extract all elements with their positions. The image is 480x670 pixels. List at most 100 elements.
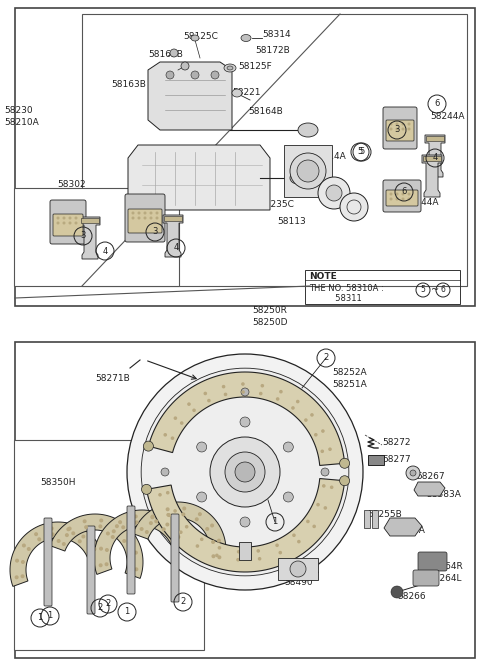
Circle shape — [129, 566, 132, 570]
Polygon shape — [164, 216, 182, 221]
Circle shape — [391, 586, 403, 598]
Circle shape — [165, 523, 169, 527]
Circle shape — [205, 527, 209, 531]
Text: 1: 1 — [272, 517, 277, 527]
Polygon shape — [414, 482, 445, 496]
Circle shape — [240, 417, 250, 427]
Circle shape — [62, 542, 66, 546]
Text: 58271B: 58271B — [95, 374, 130, 383]
Circle shape — [21, 560, 25, 564]
Circle shape — [396, 123, 398, 125]
Polygon shape — [422, 155, 442, 197]
Circle shape — [217, 555, 221, 559]
Text: 3: 3 — [394, 125, 400, 135]
Circle shape — [156, 212, 158, 214]
Circle shape — [304, 418, 308, 422]
Text: 4: 4 — [432, 153, 438, 163]
Text: 58264L: 58264L — [428, 574, 461, 583]
Circle shape — [68, 527, 72, 531]
Text: 2: 2 — [324, 354, 329, 362]
Circle shape — [389, 127, 393, 131]
Text: ~: ~ — [431, 285, 439, 295]
FancyBboxPatch shape — [53, 214, 83, 236]
Circle shape — [222, 385, 226, 389]
Circle shape — [171, 436, 174, 440]
Circle shape — [340, 458, 349, 468]
Bar — [364, 510, 370, 528]
Circle shape — [34, 532, 38, 536]
Circle shape — [297, 540, 300, 543]
Circle shape — [69, 216, 72, 220]
Text: 58272: 58272 — [382, 438, 410, 447]
Polygon shape — [133, 502, 226, 566]
Polygon shape — [426, 136, 444, 141]
Bar — [14, 440, 204, 650]
Circle shape — [406, 466, 420, 480]
Circle shape — [389, 192, 393, 196]
Circle shape — [279, 390, 283, 393]
Ellipse shape — [298, 123, 318, 137]
Circle shape — [166, 71, 174, 79]
Circle shape — [134, 567, 138, 572]
FancyBboxPatch shape — [128, 209, 162, 233]
Text: 6: 6 — [401, 188, 407, 196]
Circle shape — [149, 212, 153, 214]
Circle shape — [401, 198, 405, 200]
Polygon shape — [384, 518, 422, 536]
Circle shape — [62, 222, 65, 224]
Circle shape — [321, 450, 324, 453]
Circle shape — [396, 198, 398, 200]
FancyBboxPatch shape — [413, 570, 439, 586]
Circle shape — [137, 212, 141, 214]
Circle shape — [174, 416, 177, 420]
Circle shape — [158, 493, 162, 496]
Text: 2: 2 — [106, 600, 110, 608]
Text: THE NO. 58310A :: THE NO. 58310A : — [309, 284, 384, 293]
FancyBboxPatch shape — [125, 194, 165, 242]
Polygon shape — [423, 156, 441, 161]
Circle shape — [81, 535, 85, 539]
Circle shape — [396, 127, 398, 131]
Circle shape — [187, 403, 191, 406]
Circle shape — [241, 548, 249, 556]
Circle shape — [215, 553, 219, 557]
FancyBboxPatch shape — [386, 120, 414, 141]
Text: 58302: 58302 — [57, 180, 85, 189]
Text: 5: 5 — [420, 285, 425, 295]
Text: 6: 6 — [434, 100, 440, 109]
Circle shape — [204, 392, 207, 395]
Text: 58164B: 58164B — [233, 184, 268, 193]
Circle shape — [322, 484, 325, 488]
Circle shape — [408, 198, 410, 200]
Circle shape — [50, 527, 54, 531]
Circle shape — [210, 437, 280, 507]
Bar — [284, 145, 332, 197]
Polygon shape — [146, 478, 345, 572]
FancyBboxPatch shape — [386, 190, 418, 206]
Text: 6: 6 — [441, 285, 445, 295]
Circle shape — [173, 509, 177, 513]
Bar — [15, 8, 475, 306]
Circle shape — [318, 177, 350, 209]
Bar — [14, 188, 179, 286]
Circle shape — [180, 421, 183, 425]
Circle shape — [316, 503, 320, 507]
Text: 58264R: 58264R — [428, 562, 463, 571]
Circle shape — [217, 546, 221, 549]
Text: 58244A: 58244A — [404, 198, 439, 207]
Ellipse shape — [290, 172, 306, 184]
Circle shape — [210, 523, 214, 527]
Circle shape — [127, 535, 131, 539]
Circle shape — [134, 521, 139, 525]
Polygon shape — [80, 217, 100, 259]
Text: 58255B: 58255B — [367, 510, 402, 519]
Text: 58383A: 58383A — [390, 526, 425, 535]
Bar — [15, 342, 475, 658]
Text: 58267: 58267 — [416, 472, 444, 481]
Circle shape — [290, 153, 326, 189]
Circle shape — [181, 62, 189, 70]
Text: 58277: 58277 — [382, 455, 410, 464]
Circle shape — [291, 406, 295, 410]
FancyBboxPatch shape — [171, 514, 179, 602]
Text: 58125C: 58125C — [183, 32, 218, 41]
